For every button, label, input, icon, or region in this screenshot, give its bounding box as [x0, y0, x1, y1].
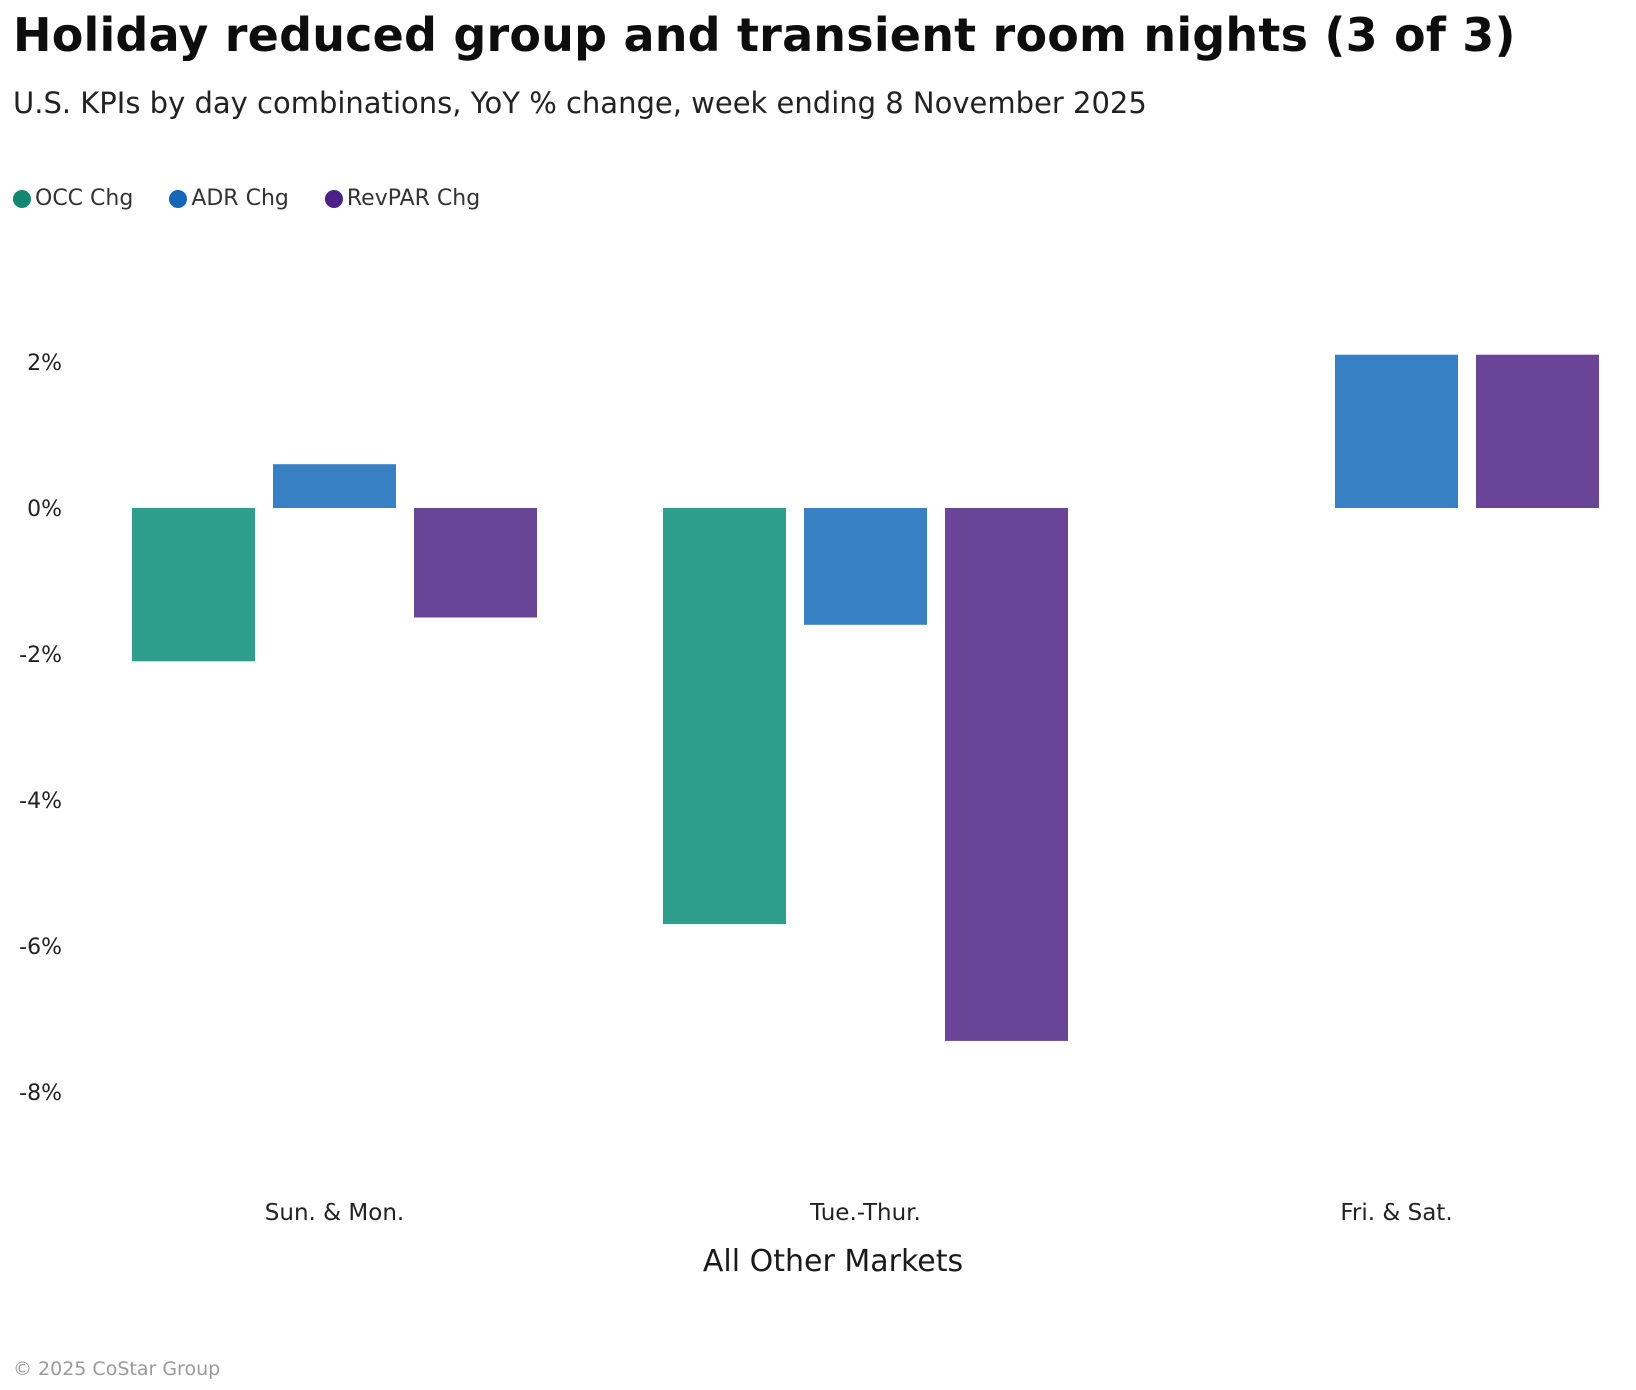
y-axis: 2% 0% -2% -4% -6% -8%: [19, 351, 62, 1106]
copyright-footer: © 2025 CoStar Group: [13, 1358, 221, 1380]
bar-adr[interactable]: [1335, 354, 1458, 508]
legend-swatch-occ: [13, 189, 31, 208]
x-category-label: Sun. & Mon.: [265, 1200, 404, 1226]
bar-occ[interactable]: [132, 508, 255, 662]
bar-occ[interactable]: [663, 508, 786, 925]
legend-item-occ[interactable]: OCC Chg: [13, 186, 133, 211]
x-axis: Sun. & Mon. Tue.-Thur. Fri. & Sat.: [265, 1200, 1453, 1226]
legend-item-revpar[interactable]: RevPAR Chg: [324, 186, 481, 211]
y-tick-label: -4%: [19, 789, 62, 814]
x-category-label: Fri. & Sat.: [1340, 1200, 1452, 1226]
legend-item-adr[interactable]: ADR Chg: [169, 186, 289, 211]
bars: [132, 354, 1599, 1041]
y-tick-label: -8%: [19, 1081, 62, 1106]
legend-swatch-revpar: [324, 189, 343, 208]
y-tick-label: -6%: [19, 935, 62, 960]
bar-revpar[interactable]: [414, 508, 537, 618]
x-axis-title: All Other Markets: [702, 1244, 964, 1279]
y-tick-label: -2%: [19, 643, 62, 668]
x-category-label: Tue.-Thur.: [809, 1200, 921, 1226]
bar-adr[interactable]: [804, 508, 927, 625]
legend-label-revpar: RevPAR Chg: [346, 186, 481, 211]
bar-revpar[interactable]: [1476, 354, 1599, 508]
y-tick-label: 0%: [27, 497, 62, 522]
legend-swatch-adr: [169, 189, 188, 208]
legend: OCC Chg ADR Chg RevPAR Chg: [13, 186, 480, 211]
legend-label-adr: ADR Chg: [191, 186, 289, 211]
chart-subtitle: U.S. KPIs by day combinations, YoY % cha…: [13, 86, 1147, 120]
legend-label-occ: OCC Chg: [35, 186, 134, 211]
y-tick-label: 2%: [27, 351, 62, 376]
chart-title: Holiday reduced group and transient room…: [13, 8, 1516, 62]
bar-adr[interactable]: [273, 464, 396, 508]
bar-revpar[interactable]: [945, 508, 1068, 1041]
